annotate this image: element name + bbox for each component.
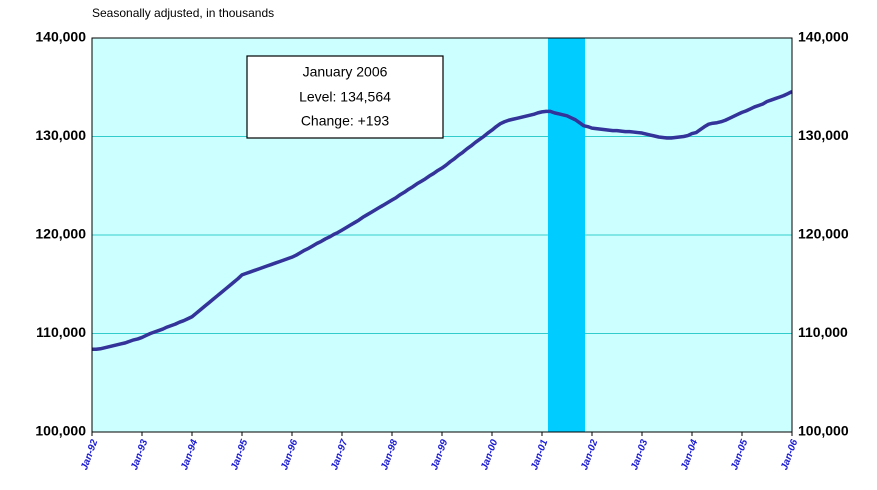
y-tick-label: 140,000 bbox=[35, 29, 86, 45]
series bbox=[92, 89, 793, 352]
x-tick-label: Jan-04 bbox=[679, 438, 700, 472]
y-tick-label: 100,000 bbox=[35, 423, 86, 439]
x-tick-label: Jan-00 bbox=[479, 438, 500, 472]
y-tick-label: 130,000 bbox=[35, 127, 86, 143]
x-tick-label: Jan-05 bbox=[729, 438, 750, 472]
x-tick-label: Jan-93 bbox=[129, 438, 150, 472]
annotation-line: January 2006 bbox=[303, 64, 388, 80]
annotation-line: Level: 134,564 bbox=[299, 89, 391, 105]
x-tick-label: Jan-99 bbox=[429, 438, 450, 472]
subtitle: Seasonally adjusted, in thousands bbox=[92, 6, 274, 20]
y2-tick-label: 110,000 bbox=[798, 324, 848, 340]
line bbox=[92, 89, 793, 352]
x-tick-label: Jan-98 bbox=[379, 438, 400, 472]
y2-tick-label: 140,000 bbox=[798, 29, 849, 45]
x-tick-label: Jan-95 bbox=[229, 438, 250, 472]
x-tick-label: Jan-06 bbox=[779, 438, 800, 472]
annotation-line: Change: +193 bbox=[301, 113, 390, 129]
x-tick-label: Jan-02 bbox=[579, 438, 600, 472]
y2-tick-label: 100,000 bbox=[798, 423, 849, 439]
x-tick-label: Jan-97 bbox=[329, 438, 350, 472]
y-tick-label: 110,000 bbox=[36, 324, 86, 340]
y2-tick-label: 120,000 bbox=[798, 226, 849, 242]
x-tick-label: Jan-01 bbox=[529, 438, 550, 472]
y2-tick-label: 130,000 bbox=[798, 127, 849, 143]
x-tick-label: Jan-96 bbox=[279, 438, 300, 472]
x-tick-label: Jan-03 bbox=[629, 438, 650, 472]
x-tick-label: Jan-92 bbox=[79, 438, 100, 472]
annotation-box bbox=[246, 55, 444, 139]
recession-band bbox=[548, 38, 585, 432]
y-tick-label: 120,000 bbox=[35, 226, 86, 242]
x-tick-label: Jan-94 bbox=[179, 438, 200, 472]
